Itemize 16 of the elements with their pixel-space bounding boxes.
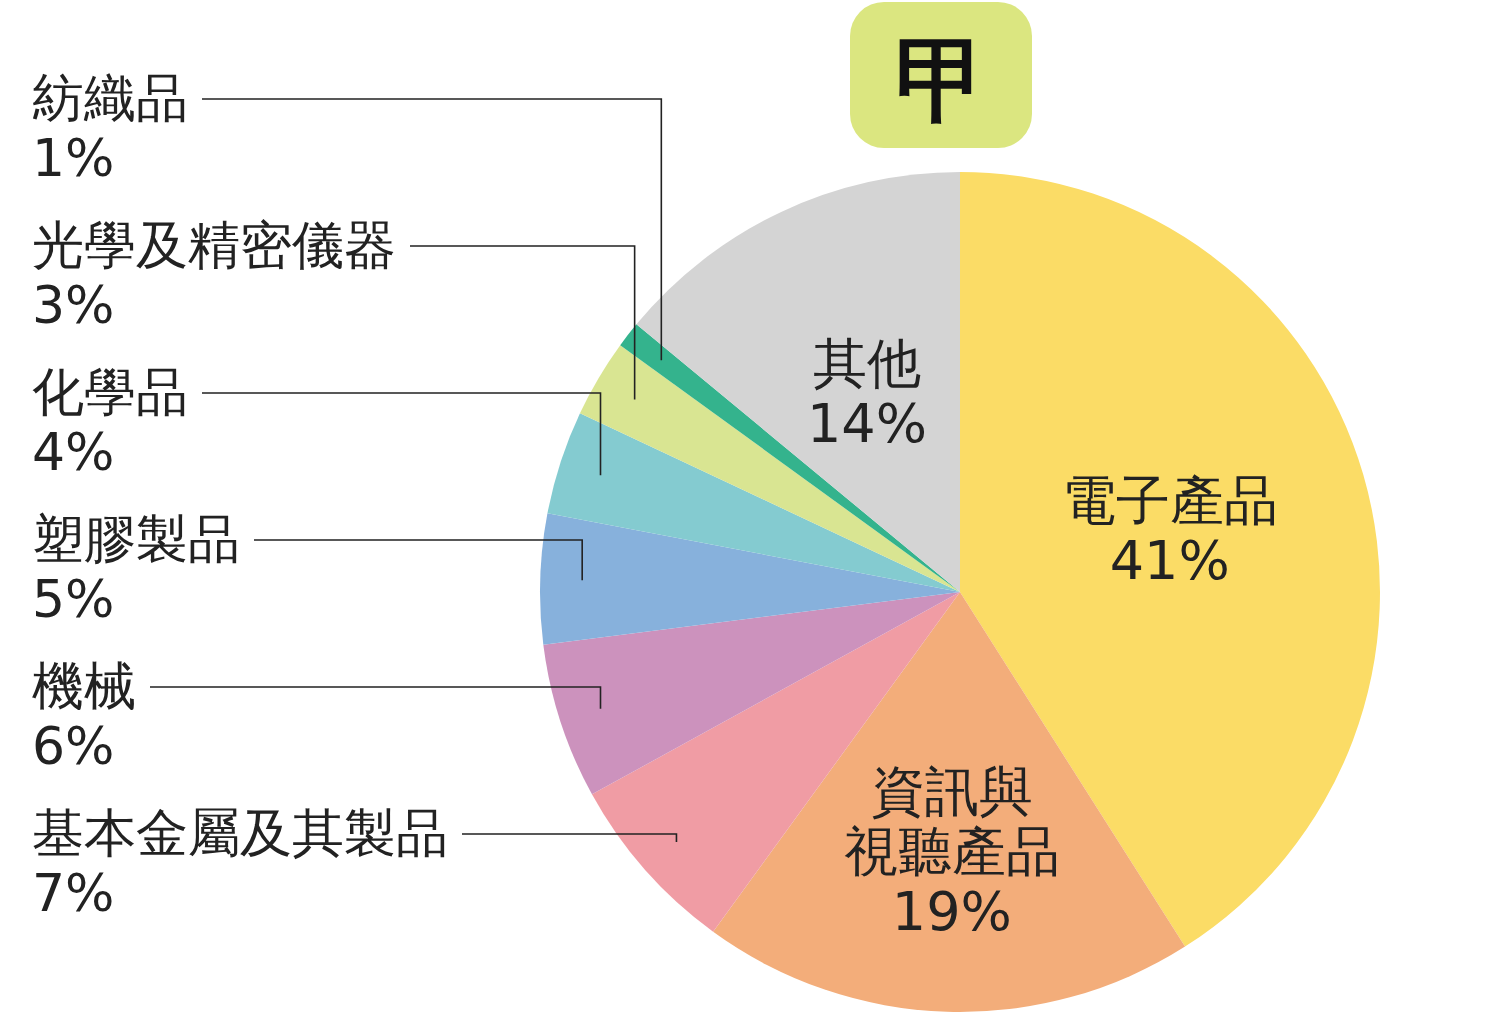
- pie-slice: [713, 592, 1186, 1012]
- slice-label: 塑膠製品: [32, 509, 240, 569]
- pie-slice: [636, 172, 960, 592]
- data-label: 7%: [32, 863, 115, 923]
- pie-slice: [540, 513, 960, 645]
- data-label: 5%: [32, 569, 115, 629]
- slice-label: 紡織品: [32, 68, 188, 128]
- chart-title: 甲: [895, 27, 987, 134]
- slice-label: 光學及精密儀器: [32, 215, 396, 275]
- slice-label: 化學品: [32, 362, 188, 422]
- data-label: 6%: [32, 716, 115, 776]
- data-label: 1%: [32, 128, 115, 188]
- data-label: 3%: [32, 275, 115, 335]
- data-label: 4%: [32, 422, 115, 482]
- slice-label: 機械: [32, 656, 136, 716]
- slice-label: 基本金屬及其製品: [32, 803, 448, 863]
